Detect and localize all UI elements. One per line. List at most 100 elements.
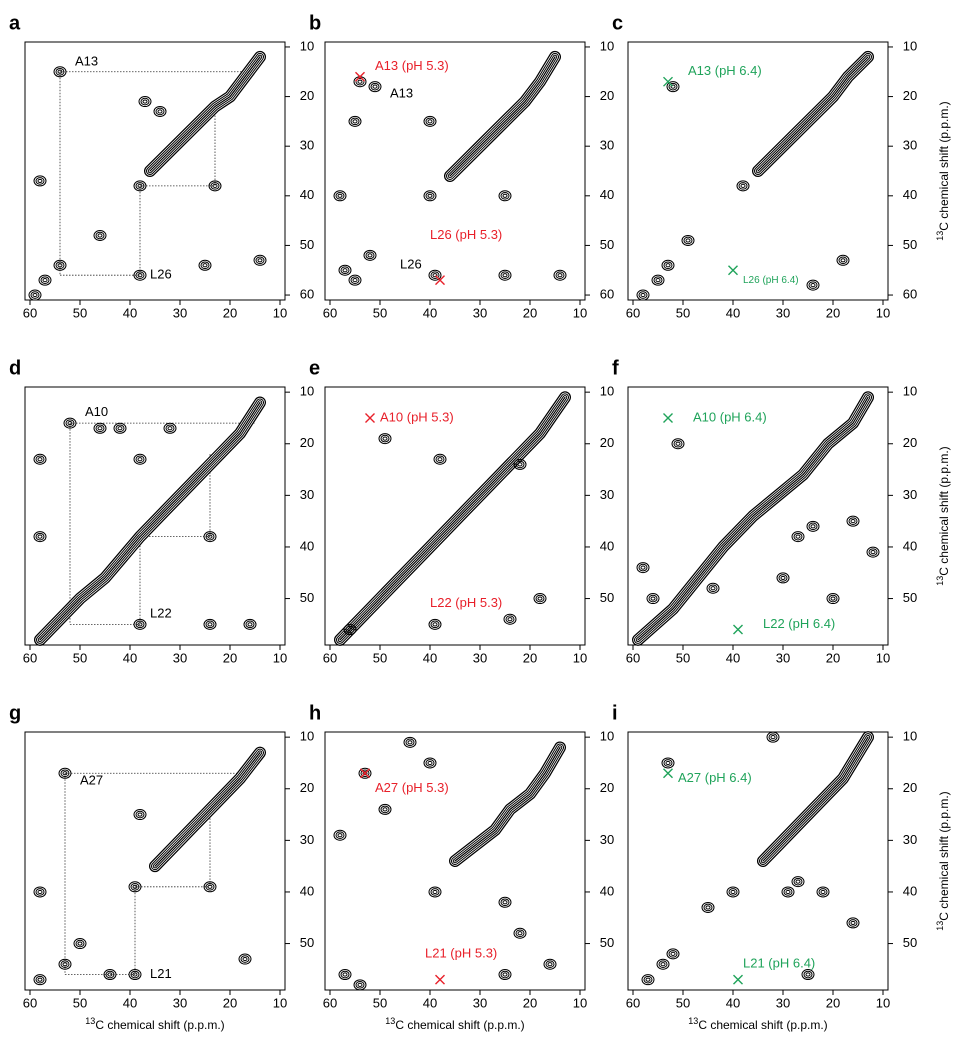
peak-contour xyxy=(500,192,510,200)
peak-contour xyxy=(142,99,148,104)
peak-contour xyxy=(207,622,213,627)
y-tick-label: 50 xyxy=(903,590,917,605)
peak-contour xyxy=(848,517,858,525)
peak-contour xyxy=(407,740,413,745)
peak-contour xyxy=(333,190,347,202)
peak-contour xyxy=(135,810,145,819)
peak-contour xyxy=(840,258,846,263)
peak-contour xyxy=(132,972,138,977)
y-tick-label: 20 xyxy=(300,88,314,103)
y-tick-label: 40 xyxy=(600,187,614,202)
peak-contour xyxy=(140,97,150,106)
peak-contour xyxy=(345,625,355,634)
peak-contour xyxy=(770,735,776,740)
peak-contour xyxy=(425,117,435,126)
peak-contour xyxy=(62,962,68,967)
x-tick-label: 60 xyxy=(23,650,37,665)
peak-contour xyxy=(205,883,215,891)
x-tick-label: 30 xyxy=(173,995,187,1010)
peak-contour xyxy=(358,767,372,779)
panel: b 60 50 40 30 20 10 10 20 30 40 50 60 A13 (pH 5.3) A13… xyxy=(309,12,614,320)
panel: a 60 50 40 30 20 10 10 20 30 40 50 60 A13 L26 xyxy=(9,12,314,320)
x-tick-label: 50 xyxy=(73,650,87,665)
peak-contour xyxy=(665,760,671,766)
panel-letter: d xyxy=(9,357,21,379)
peak-contour xyxy=(35,455,45,464)
x-tick-label: 40 xyxy=(423,650,437,665)
peak-contour xyxy=(245,620,255,629)
peak-contour xyxy=(726,886,740,898)
peak-contour xyxy=(253,254,267,266)
peak-contour xyxy=(378,803,392,815)
peak-contour xyxy=(816,886,830,898)
peak-contour xyxy=(32,292,38,298)
peak-contour xyxy=(505,615,515,624)
x-tick-label: 60 xyxy=(323,995,337,1010)
peak-contour xyxy=(671,438,685,450)
peak-contour xyxy=(247,622,253,627)
y-axis-title: 13C chemical shift (p.p.m.) xyxy=(935,101,951,240)
cross-marker xyxy=(355,71,365,82)
y-tick-label: 40 xyxy=(903,883,917,898)
peak-contour xyxy=(338,969,352,981)
peak-contour xyxy=(728,888,738,896)
peak-contour xyxy=(507,617,513,622)
diagonal-ridge xyxy=(339,396,566,641)
peak-contour xyxy=(348,115,362,127)
peak-contour xyxy=(661,259,675,271)
peak-contour xyxy=(203,881,217,893)
peak-contour xyxy=(240,955,250,963)
axis-title-sup: 13 xyxy=(935,921,945,931)
axis-title-text: C chemical shift (p.p.m.) xyxy=(698,1018,827,1032)
peak-contour xyxy=(355,981,365,989)
x-tick-label: 50 xyxy=(373,305,387,320)
peak-contour xyxy=(95,231,105,240)
panel-letter: e xyxy=(309,357,320,379)
peak-contour xyxy=(640,292,646,298)
peak-contour xyxy=(97,426,103,431)
peak-contour xyxy=(666,948,680,960)
peak-contour xyxy=(60,960,70,969)
y-tick-label: 20 xyxy=(600,88,614,103)
peak-contour xyxy=(658,960,668,969)
x-tick-label: 50 xyxy=(373,650,387,665)
axis-title-text: C chemical shift (p.p.m.) xyxy=(395,1018,524,1032)
y-tick-label: 20 xyxy=(903,88,917,103)
peak-contour xyxy=(133,618,147,630)
peak-contour xyxy=(57,69,63,74)
axis-title-text: C chemical shift (p.p.m.) xyxy=(95,1018,224,1032)
annotation: L22 xyxy=(150,605,172,620)
diagonal-ridge xyxy=(154,752,261,867)
peak-contour xyxy=(117,426,123,431)
peak-contour xyxy=(428,269,442,281)
peak-contour xyxy=(200,261,210,270)
peak-contour xyxy=(203,618,217,630)
peak-contour xyxy=(137,812,143,817)
peak-contour xyxy=(97,233,103,238)
peak-contour xyxy=(135,182,145,190)
peak-contour xyxy=(668,82,678,91)
cross-marker xyxy=(663,76,673,87)
peak-contour xyxy=(500,271,510,279)
plot-frame xyxy=(627,41,889,301)
peak-contour xyxy=(655,278,661,283)
peak-contour xyxy=(113,422,127,434)
peak-contour xyxy=(382,807,388,812)
y-tick-label: 50 xyxy=(903,237,917,252)
peak-contour xyxy=(778,574,788,582)
panel-letter: i xyxy=(612,702,618,724)
y-tick-label: 40 xyxy=(903,538,917,553)
y-tick-label: 30 xyxy=(903,487,917,502)
peak-contour xyxy=(640,565,646,570)
annotation: A13 xyxy=(75,53,98,68)
peak-contour xyxy=(663,759,673,767)
peak-contour xyxy=(33,974,47,986)
x-tick-label: 40 xyxy=(726,305,740,320)
peak-contour xyxy=(430,888,440,896)
peak-contour xyxy=(670,84,676,89)
peak-contour xyxy=(430,620,440,629)
peak-contour xyxy=(502,193,508,198)
peak-contour xyxy=(780,575,786,581)
y-tick-label: 40 xyxy=(903,187,917,202)
peak-contour xyxy=(382,436,388,441)
